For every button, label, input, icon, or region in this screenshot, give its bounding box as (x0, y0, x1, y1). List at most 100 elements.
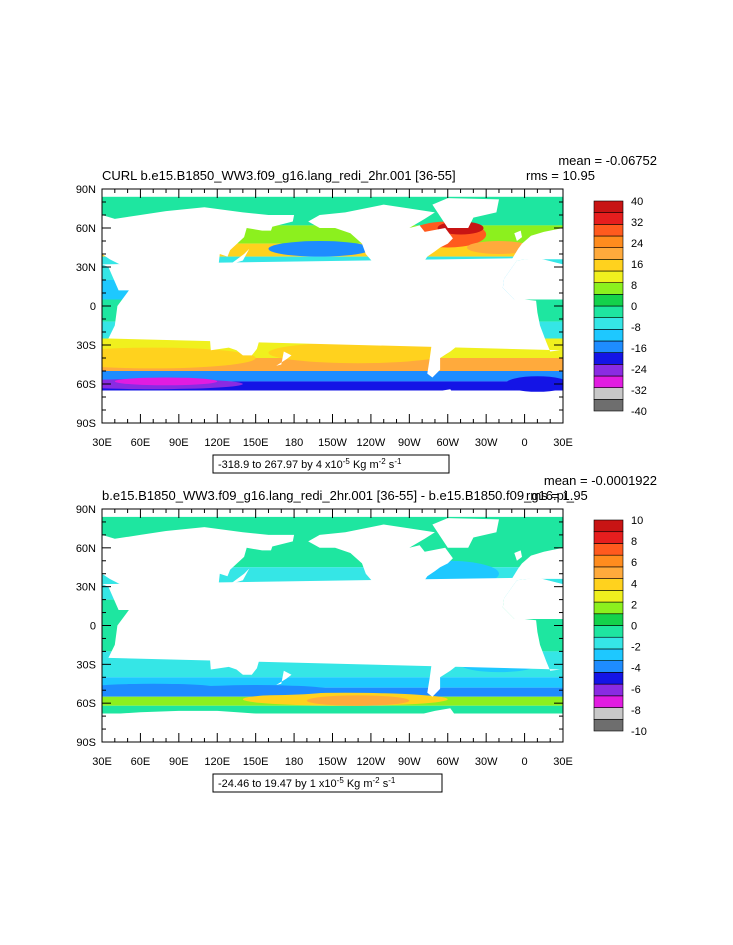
lon-label: 150W (318, 437, 347, 449)
colorbar-swatch (593, 672, 624, 685)
colorbar-swatch (593, 543, 624, 556)
colorbar-swatch (593, 625, 624, 638)
land-mass (502, 577, 563, 619)
ocean-band (102, 677, 563, 688)
lat-label: 90S (76, 418, 96, 430)
colorbar-label: 2 (631, 599, 637, 611)
ocean-patch (306, 695, 410, 706)
colorbar-swatch (593, 636, 624, 650)
colorbar-swatch (593, 531, 624, 544)
ocean-band (102, 687, 563, 697)
lon-label: 30E (92, 437, 112, 449)
land-mass (308, 524, 453, 616)
lat-label: 60S (76, 379, 96, 391)
land-mass (432, 518, 499, 548)
land-mass (185, 619, 218, 636)
land-mass (230, 568, 250, 585)
rms-label: rms = 1.95 (526, 488, 588, 503)
lon-label: 60E (131, 437, 151, 449)
lon-label: 0 (522, 437, 528, 449)
colorbar-swatch (593, 648, 624, 661)
colorbar-label: 32 (631, 217, 643, 229)
mean-label: mean = -0.06752 (558, 153, 657, 168)
land-mass (511, 547, 563, 579)
mean-label: mean = -0.0001922 (544, 473, 657, 488)
colorbar-label: 40 (631, 196, 643, 208)
lat-label: 30N (76, 582, 96, 594)
land-mass (514, 550, 522, 561)
colorbar-label: -4 (631, 663, 641, 675)
lon-label: 120E (204, 437, 230, 449)
land-mass (231, 626, 256, 639)
colorbar-label: 8 (631, 536, 637, 548)
colorbar-swatch (593, 519, 624, 533)
colorbar-swatch (593, 683, 624, 697)
land-mass (511, 228, 563, 260)
lat-label: 0 (90, 301, 96, 313)
land-mass (102, 207, 295, 305)
colorbar-label: -32 (631, 385, 647, 397)
lon-label: 90E (169, 437, 189, 449)
colorbar-label: -6 (631, 684, 641, 696)
range-text: -24.46 to 19.47 by 1 x10-5 Kg m-2 s-1 (218, 776, 396, 791)
rms-label: rms = 10.95 (526, 168, 595, 183)
lon-label: 150E (243, 437, 269, 449)
colorbar-swatch (593, 695, 624, 708)
ocean-field (102, 189, 563, 423)
ocean-band (102, 381, 563, 391)
range-text: -318.9 to 267.97 by 4 x10-5 Kg m-2 s-1 (218, 457, 402, 472)
lon-label: 90E (169, 756, 189, 768)
map-title: CURL b.e15.B1850_WW3.f09_g16.lang_redi_2… (102, 168, 456, 183)
colorbar-swatch (593, 613, 624, 626)
range-segment: -318.9 to 267.97 by 4 x10 (218, 459, 343, 471)
range-superscript: -5 (343, 457, 351, 466)
land-mass (209, 320, 260, 356)
colorbar-swatch (593, 578, 624, 591)
lon-label: 60W (436, 756, 459, 768)
land-mass (308, 204, 453, 296)
map-group: 90N 60N 30N 0 30S 60S 90S 30E 60E 90E 120E 150E 180 1… (76, 153, 657, 474)
land-mass (118, 641, 128, 658)
range-segment: Kg m (344, 778, 373, 790)
colorbar-label: 10 (631, 515, 643, 527)
land-mass (231, 307, 256, 319)
range-box (212, 773, 443, 793)
ocean-band (102, 371, 563, 382)
ocean-patch (505, 376, 563, 392)
colorbar-label: 24 (631, 238, 643, 250)
lon-label: 30E (92, 756, 112, 768)
range-superscript: -1 (394, 457, 402, 466)
land-mass (185, 299, 218, 317)
range-segment: s (386, 459, 395, 471)
ocean-band (102, 705, 563, 714)
land-mass (422, 291, 480, 378)
lon-label: 180 (285, 437, 303, 449)
land-mass (502, 257, 563, 300)
ocean-patch (114, 377, 218, 386)
colorbar-swatch (593, 601, 624, 615)
map-panel-curl: 90N 60N 30N 0 30S 60S 90S 30E 60E 90E 120E 150E 180 1… (76, 153, 657, 474)
ocean-patch (268, 241, 371, 257)
lon-label: 60E (131, 756, 151, 768)
range-superscript: -2 (373, 776, 381, 785)
range-superscript: -5 (337, 776, 345, 785)
colorbar-label: 6 (631, 557, 637, 569)
colorbar-swatch (593, 200, 624, 213)
lon-label: 90W (398, 756, 421, 768)
lon-label: 30W (475, 437, 498, 449)
colorbar-swatch (593, 566, 624, 579)
range-superscript: -2 (379, 457, 387, 466)
colorbar-label: 0 (631, 621, 637, 633)
lon-label: 150W (318, 756, 347, 768)
lon-label: 90W (398, 437, 421, 449)
lon-label: 150E (243, 756, 269, 768)
land-mass (276, 351, 292, 366)
lon-label: 30E (553, 437, 573, 449)
colorbar-label: 8 (631, 280, 637, 292)
ocean-field (102, 509, 563, 742)
lon-label: 120W (357, 756, 386, 768)
colorbar: 10 8 6 4 2 0 -2 -4 -6 -8 -10 (593, 515, 647, 738)
lon-label: 120E (204, 756, 230, 768)
land-mass (514, 230, 522, 241)
